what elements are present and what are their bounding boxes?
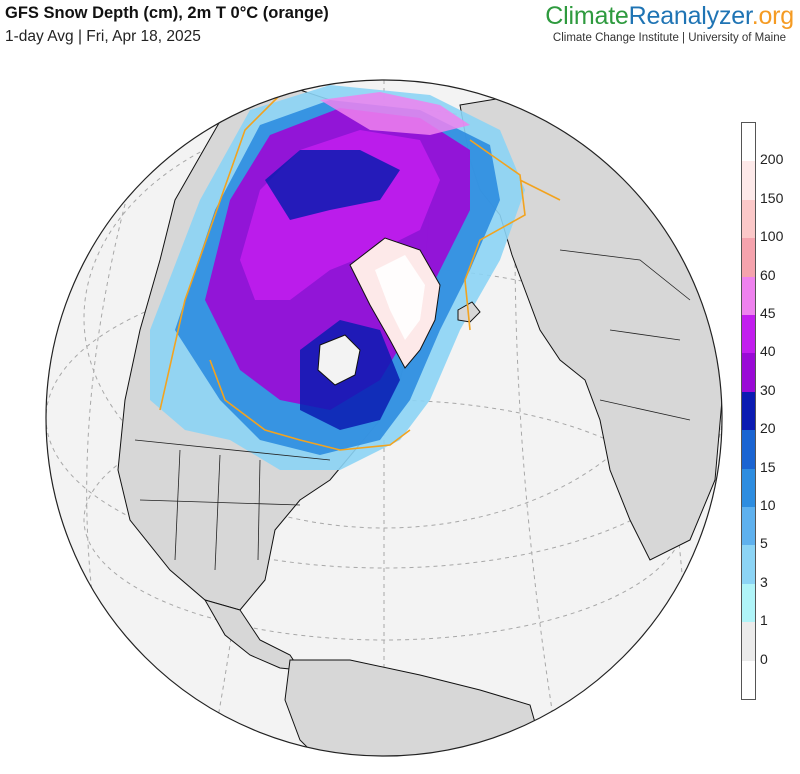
legend-swatch: [742, 660, 755, 700]
freezing-line: [159, 84, 561, 451]
brand-org: .org: [751, 2, 794, 30]
legend-label: 0: [760, 650, 768, 667]
legend-label: 3: [760, 573, 768, 590]
brand-climate: Climate: [545, 2, 629, 30]
legend-swatch: [742, 507, 755, 546]
brand-reanalyzer: Reanalyzer: [628, 2, 752, 30]
greenland-core: [375, 255, 425, 340]
legend-colorbar: [741, 122, 756, 700]
legend-swatch: [742, 238, 755, 278]
legend-swatch: [742, 545, 755, 585]
legend-label: 10: [760, 497, 776, 513]
legend-swatch: [742, 199, 755, 239]
snow-deep-blue: [265, 150, 400, 220]
legend-swatch: [742, 353, 755, 393]
map-subtitle: 1-day Avg | Fri, Apr 18, 2025: [5, 28, 201, 45]
legend-label: 150: [760, 189, 784, 206]
map-title: GFS Snow Depth (cm), 2m T 0°C (orange): [5, 4, 329, 22]
snow-pink-arctic: [320, 92, 470, 135]
legend-swatch: [742, 123, 755, 162]
legend-label: 30: [760, 381, 776, 398]
legend-label: 15: [760, 458, 776, 475]
legend-label: 5: [760, 535, 768, 552]
legend-swatch: [742, 622, 755, 662]
legend-swatch: [742, 391, 755, 431]
legend-label: 100: [760, 228, 784, 245]
legend-swatch: [742, 161, 755, 201]
legend-swatch: [742, 315, 755, 354]
legend-label: 40: [760, 343, 776, 360]
institution-credit: Climate Change Institute | University of…: [552, 32, 786, 44]
hudson-bay-water: [317, 334, 361, 386]
legend-swatch: [742, 276, 755, 316]
legend-label: 1: [760, 612, 768, 629]
legend-swatch: [742, 583, 755, 623]
legend-label: 60: [760, 266, 776, 283]
legend-swatch: [742, 468, 755, 508]
legend-label: 45: [760, 305, 776, 321]
legend-label: 200: [760, 151, 784, 168]
border-lines: [134, 249, 691, 571]
legend-swatch: [742, 430, 755, 470]
brand-logo[interactable]: ClimateReanalyzer.org: [545, 2, 794, 31]
globe-outline: [45, 79, 723, 757]
legend-label: 20: [760, 420, 776, 437]
